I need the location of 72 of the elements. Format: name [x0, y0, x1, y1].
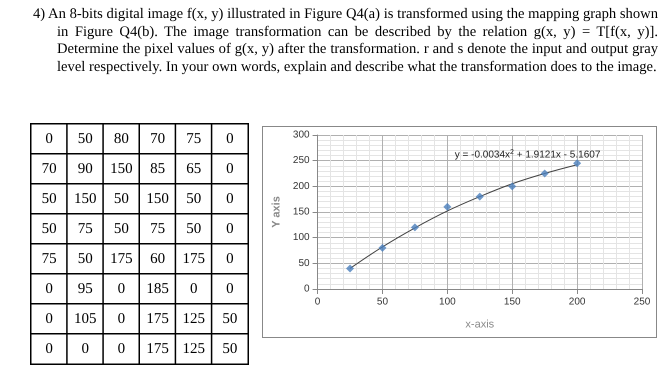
data-label: 0 [118, 311, 126, 327]
data-label: 60 [150, 251, 166, 267]
point [573, 159, 582, 168]
y-tick-label: 300 [292, 130, 310, 140]
data-label: 75 [150, 221, 166, 237]
data-label: 185 [146, 281, 169, 297]
data-label: 50 [222, 341, 238, 357]
data-label: 85 [150, 161, 166, 177]
data-label: 0 [118, 341, 126, 357]
point [443, 202, 452, 211]
y-tick-label: 150 [292, 206, 310, 218]
data-label: 0 [45, 341, 53, 357]
data-label: 50 [78, 251, 93, 267]
data-label: 65 [186, 161, 202, 177]
data-label: 175 [146, 341, 169, 357]
x-tick-label: 100 [439, 296, 456, 308]
data-label: 0 [226, 251, 234, 267]
point [476, 192, 484, 201]
data-label: 175 [110, 251, 133, 267]
data-label: 0 [190, 281, 198, 297]
data-label: 70 [42, 161, 57, 177]
y-tick-label: 250 [292, 155, 310, 166]
x-tick-label: 200 [568, 296, 586, 308]
data-label: 90 [78, 161, 93, 177]
x-axis-title: x-axis [465, 318, 495, 330]
x-tick-label: 50 [376, 296, 388, 308]
point [540, 170, 549, 178]
data-label: 50 [222, 311, 238, 327]
data-label: 95 [78, 281, 93, 297]
data-label: 0 [45, 311, 53, 327]
y-tick-label: 100 [292, 232, 310, 244]
point [410, 223, 419, 232]
data-label: 70 [150, 131, 166, 147]
data-label: 0 [226, 281, 234, 297]
data-label: 0 [118, 281, 126, 297]
point [508, 182, 516, 190]
data-label: 0 [82, 341, 89, 357]
data-label: 0 [226, 131, 234, 147]
data-label: 105 [74, 311, 96, 327]
data-label: 125 [182, 311, 205, 327]
data-label: 75 [78, 221, 93, 237]
data-label: 50 [186, 221, 202, 237]
data-label: 150 [146, 191, 169, 207]
data-label: 175 [182, 251, 205, 267]
point [378, 244, 386, 252]
x-tick-label: 150 [504, 296, 522, 308]
data-label: 50 [42, 221, 57, 237]
x-tick-label: 250 [634, 296, 651, 308]
data-label: 150 [110, 161, 133, 177]
data-label: 0 [226, 161, 234, 177]
point [346, 264, 354, 272]
data-label: 0 [226, 221, 234, 237]
data-label: 75 [42, 251, 57, 267]
y-tick-label: 0 [304, 284, 310, 294]
text: 4) An 8-bits digital image f(x, y) illustrated in Figure Q4(a) is transformed using the mapping graph shown in Figure Q4(b). The image transformation can be described by the relation g(x, y) = T[f(x, y)]. Determine the pixel values of g(x, y) after the transformation. r and s denote the input and output gray level respectively. In your own words, explain and describe what the transformation does to the image. [33, 6, 658, 76]
data-label: 50 [114, 191, 129, 207]
data-label: 0 [45, 281, 53, 297]
data-label: 50 [186, 191, 202, 207]
data-label: 75 [186, 131, 202, 147]
data-label: 175 [146, 311, 169, 327]
data-label: 50 [42, 191, 57, 207]
data-label: 80 [114, 131, 129, 147]
data-label: 150 [74, 191, 96, 207]
x-tick-label: 0 [314, 296, 321, 308]
data-label: 50 [78, 131, 93, 147]
y-axis-title: Y axis [270, 196, 282, 228]
data-label: 0 [45, 131, 53, 147]
data-label: 125 [182, 341, 205, 357]
data-label: 0 [226, 191, 234, 207]
y-tick-label: 50 [298, 258, 310, 269]
data-label: 50 [114, 221, 129, 237]
y-tick-label: 200 [292, 180, 310, 192]
